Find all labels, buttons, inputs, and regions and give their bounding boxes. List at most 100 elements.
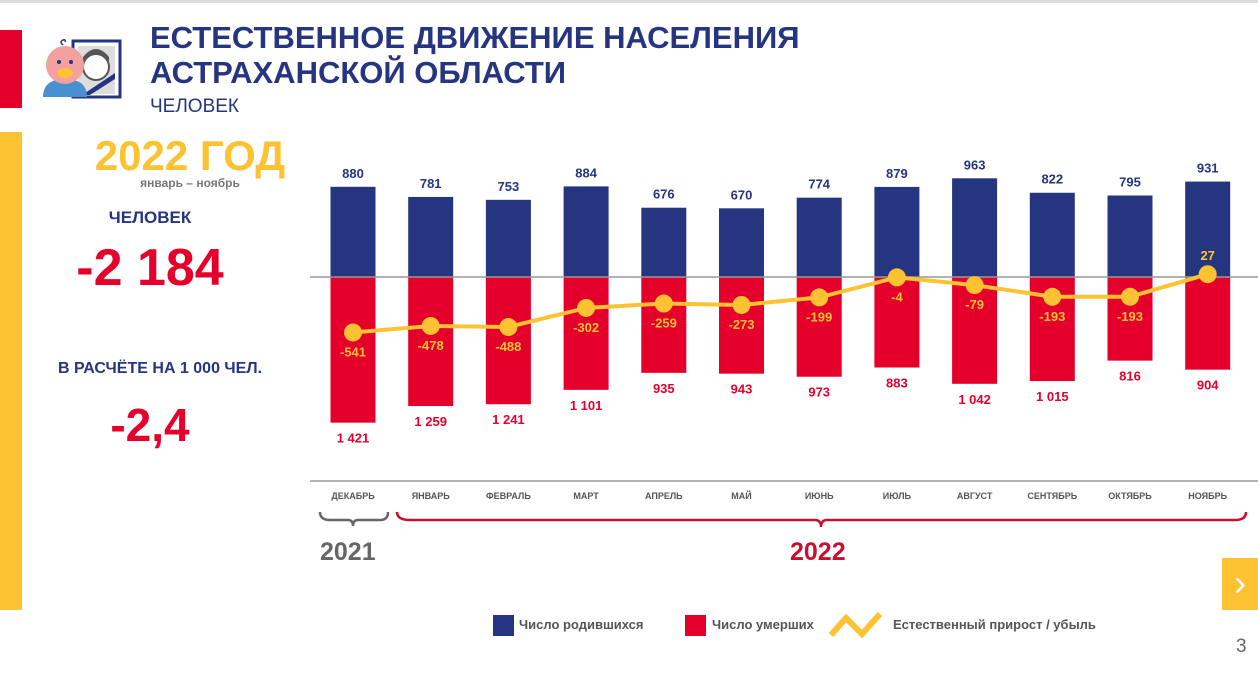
bar-deaths bbox=[952, 277, 998, 384]
natural-label: -302 bbox=[573, 320, 599, 335]
natural-point bbox=[577, 298, 596, 317]
category-label: НОЯБРЬ bbox=[1188, 491, 1227, 501]
bar-births bbox=[1029, 192, 1075, 277]
bar-births bbox=[641, 207, 687, 277]
natural-point bbox=[421, 316, 440, 335]
natural-label: -541 bbox=[340, 344, 366, 359]
bar-deaths bbox=[719, 277, 764, 374]
births-label: 963 bbox=[964, 157, 986, 172]
natural-label: -193 bbox=[1039, 309, 1065, 324]
births-label: 774 bbox=[808, 177, 830, 192]
page-title: ЕСТЕСТВЕННОЕ ДВИЖЕНИЕ НАСЕЛЕНИЯ АСТРАХАН… bbox=[150, 20, 800, 90]
legend-swatch-births bbox=[493, 615, 514, 636]
natural-label: -273 bbox=[728, 317, 754, 332]
page-subtitle: ЧЕЛОВЕК bbox=[150, 96, 239, 117]
chevron-right-icon: › bbox=[1234, 562, 1246, 603]
natural-label: -478 bbox=[418, 338, 444, 353]
bar-births bbox=[330, 186, 376, 277]
bar-births bbox=[1107, 195, 1153, 277]
title-line-1: ЕСТЕСТВЕННОЕ ДВИЖЕНИЕ НАСЕЛЕНИЯ bbox=[150, 20, 800, 55]
bar-deaths bbox=[641, 277, 687, 373]
births-label: 781 bbox=[420, 176, 442, 191]
page-number: 3 bbox=[1236, 636, 1247, 657]
births-label: 879 bbox=[886, 166, 908, 181]
bar-births bbox=[719, 208, 764, 277]
births-label: 676 bbox=[653, 187, 675, 202]
category-label: ИЮНЬ bbox=[805, 491, 834, 501]
deaths-label: 943 bbox=[731, 382, 753, 397]
births-label: 795 bbox=[1119, 175, 1141, 190]
natural-label: -259 bbox=[651, 316, 677, 331]
natural-point bbox=[732, 295, 751, 314]
deaths-label: 1 101 bbox=[570, 398, 603, 413]
bar-births bbox=[952, 178, 998, 277]
natural-label: 27 bbox=[1200, 248, 1214, 263]
next-slide-button[interactable]: › bbox=[1222, 558, 1258, 610]
bar-births bbox=[408, 196, 454, 277]
deaths-label: 1 015 bbox=[1036, 389, 1069, 404]
bar-births bbox=[874, 186, 920, 277]
legend-deaths: Число умерших bbox=[712, 617, 814, 632]
natural-point bbox=[887, 268, 906, 287]
category-label: ДЕКАБРЬ bbox=[331, 491, 375, 501]
deaths-label: 883 bbox=[886, 376, 908, 391]
bar-deaths bbox=[563, 277, 609, 390]
births-label: 880 bbox=[342, 166, 364, 181]
category-label: СЕНТЯБРЬ bbox=[1027, 491, 1077, 501]
year-group-2021: 2021 bbox=[320, 538, 376, 566]
births-label: 753 bbox=[498, 179, 520, 194]
brace-2022 bbox=[395, 511, 1248, 528]
natural-point bbox=[965, 276, 984, 295]
bar-deaths bbox=[408, 277, 454, 407]
natural-label: -4 bbox=[891, 289, 903, 304]
accent-bar-yellow bbox=[0, 132, 22, 610]
year-group-2022: 2022 bbox=[790, 538, 846, 566]
total-label: ЧЕЛОВЕК bbox=[108, 208, 192, 227]
natural-label: -79 bbox=[965, 297, 984, 312]
category-label: АПРЕЛЬ bbox=[645, 491, 683, 501]
deaths-label: 1 259 bbox=[414, 414, 447, 429]
deaths-label: 1 241 bbox=[492, 412, 525, 427]
legend-natural: Естественный прирост / убыль bbox=[893, 617, 1096, 632]
legend-births: Число родившихся bbox=[519, 617, 644, 632]
bar-births bbox=[563, 186, 609, 277]
births-label: 884 bbox=[575, 165, 597, 180]
summary-period: январь – ноябрь bbox=[140, 176, 240, 190]
natural-point bbox=[1121, 287, 1139, 306]
natural-point bbox=[810, 288, 829, 307]
chart: 880 1 421 ДЕКАБРЬ 781 1 259 ЯНВАРЬ 753 1 241 ФЕВ… bbox=[310, 157, 1258, 528]
category-label: МАЙ bbox=[731, 490, 751, 501]
category-label: ЯНВАРЬ bbox=[412, 491, 451, 501]
natural-label: -488 bbox=[495, 339, 521, 354]
natural-point bbox=[1198, 265, 1217, 284]
deaths-label: 904 bbox=[1197, 378, 1219, 393]
deaths-label: 935 bbox=[653, 381, 675, 396]
title-line-2: АСТРАХАНСКОЙ ОБЛАСТИ bbox=[150, 55, 567, 90]
deaths-label: 1 042 bbox=[958, 392, 991, 407]
rate-label: В РАСЧЁТЕ НА 1 000 ЧЕЛ. bbox=[57, 360, 263, 377]
bar-deaths bbox=[1185, 277, 1231, 370]
rate-value: -2,4 bbox=[110, 399, 190, 451]
natural-point bbox=[1043, 287, 1062, 306]
deaths-label: 1 421 bbox=[337, 431, 370, 446]
births-label: 931 bbox=[1197, 161, 1219, 176]
natural-line bbox=[352, 272, 1209, 335]
brace-2021 bbox=[318, 511, 390, 527]
births-label: 670 bbox=[731, 187, 753, 202]
category-label: ФЕВРАЛЬ bbox=[486, 491, 531, 501]
top-divider bbox=[0, 0, 1258, 3]
natural-label: -199 bbox=[806, 309, 832, 324]
bar-deaths bbox=[874, 277, 920, 368]
deaths-label: 816 bbox=[1119, 369, 1141, 384]
total-value: -2 184 bbox=[76, 239, 224, 297]
legend-line-icon bbox=[828, 611, 883, 639]
natural-point bbox=[344, 323, 362, 342]
baby-and-mourning-portrait-icon bbox=[43, 39, 122, 99]
category-label: ОКТЯБРЬ bbox=[1108, 491, 1152, 501]
summary-year: 2022 ГОД bbox=[94, 132, 286, 179]
accent-bar-red bbox=[0, 30, 22, 108]
births-label: 822 bbox=[1041, 172, 1063, 187]
bar-births bbox=[796, 197, 842, 277]
natural-label: -193 bbox=[1117, 309, 1143, 324]
bar-deaths bbox=[485, 277, 531, 405]
